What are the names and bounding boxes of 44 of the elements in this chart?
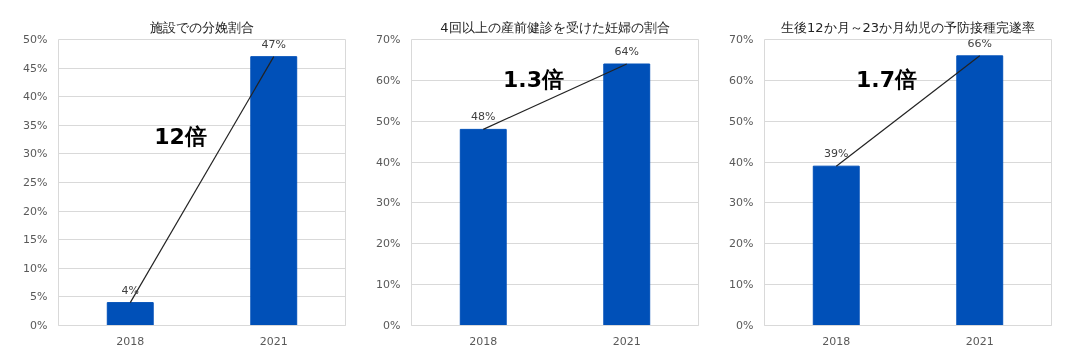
y-tick-label: 40% — [729, 155, 754, 169]
y-tick-label: 50% — [729, 114, 754, 128]
y-tick-label: 10% — [376, 278, 401, 292]
y-tick-label: 60% — [376, 73, 401, 87]
data-label: 66% — [967, 36, 992, 50]
chart-title: 4回以上の産前健診を受けた妊婦の割合 — [440, 19, 670, 35]
data-label: 64% — [614, 45, 639, 59]
y-tick-label: 0% — [30, 319, 48, 332]
y-tick-label: 40% — [23, 90, 48, 104]
data-label: 48% — [471, 110, 496, 124]
y-tick-label: 30% — [376, 196, 401, 210]
y-tick-label: 5% — [30, 290, 48, 304]
x-tick-label: 2021 — [259, 334, 288, 348]
x-tick-label: 2018 — [116, 334, 145, 348]
annotation: 1.7倍 — [855, 67, 917, 93]
chart-title: 生後12か月～23か月幼児の予防接種完遂率 — [780, 19, 1036, 35]
x-tick-label: 2018 — [822, 334, 851, 348]
chart-title: 施設での分娩割合 — [150, 19, 254, 35]
y-tick-label: 10% — [729, 278, 754, 292]
x-tick-label: 2021 — [965, 334, 994, 348]
y-tick-label: 70% — [729, 33, 754, 46]
y-tick-label: 25% — [23, 176, 48, 189]
x-tick-label: 2021 — [612, 334, 641, 348]
y-tick-label: 45% — [23, 61, 48, 75]
y-tick-label: 15% — [23, 233, 48, 247]
y-tick-label: 0% — [383, 319, 401, 332]
data-label: 47% — [261, 37, 286, 51]
annotation: 1.3倍 — [502, 67, 564, 93]
y-tick-label: 60% — [729, 73, 754, 87]
y-tick-label: 10% — [23, 261, 48, 275]
y-tick-label: 30% — [23, 147, 48, 161]
annotation: 12倍 — [154, 124, 207, 150]
y-tick-label: 20% — [23, 204, 48, 218]
x-tick-label: 2018 — [469, 334, 498, 348]
y-tick-label: 35% — [23, 118, 48, 132]
y-tick-label: 50% — [23, 33, 48, 46]
y-tick-label: 0% — [736, 319, 754, 332]
data-label: 39% — [824, 147, 849, 161]
y-tick-label: 30% — [729, 196, 754, 210]
y-tick-label: 50% — [376, 114, 401, 128]
y-tick-label: 20% — [729, 237, 754, 251]
y-tick-label: 20% — [376, 237, 401, 251]
y-tick-label: 70% — [376, 33, 401, 46]
y-tick-label: 40% — [376, 155, 401, 169]
